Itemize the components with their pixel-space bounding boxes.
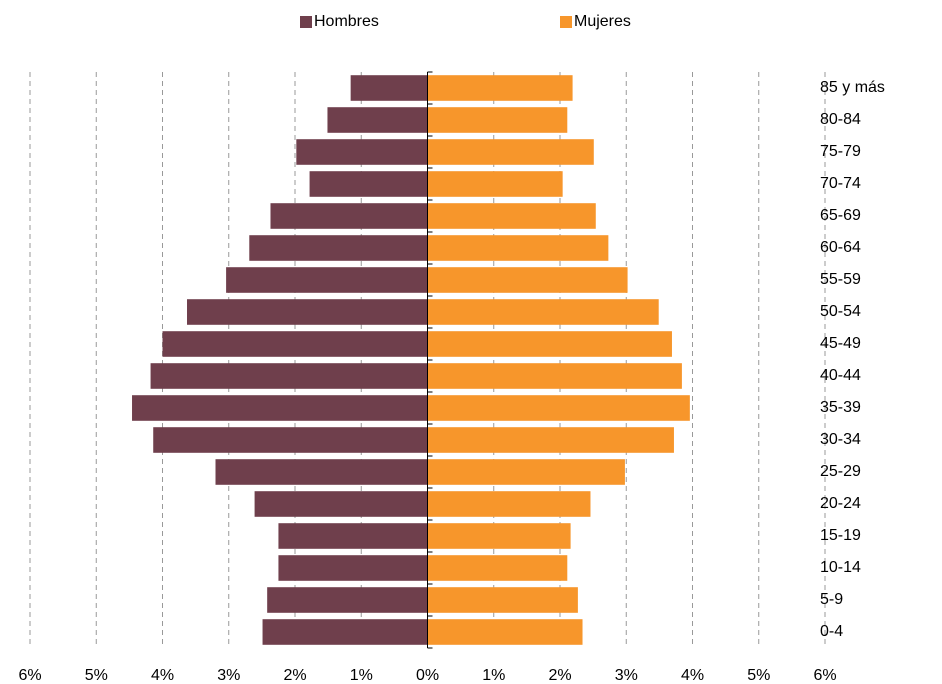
bar <box>427 587 578 613</box>
bar <box>249 235 428 261</box>
category-label: 60-64 <box>820 239 861 256</box>
bar <box>427 555 568 581</box>
bar <box>350 75 428 101</box>
x-tick-label: 4% <box>151 667 174 684</box>
bar <box>427 267 628 293</box>
bar <box>270 203 428 229</box>
bar <box>427 523 571 549</box>
bar <box>153 427 428 453</box>
bar <box>427 171 563 197</box>
x-tick-label: 4% <box>681 667 704 684</box>
bar <box>427 491 591 517</box>
x-tick-label: 3% <box>615 667 638 684</box>
bar <box>150 363 428 389</box>
bar <box>254 491 428 517</box>
x-tick-label: 3% <box>217 667 240 684</box>
bar <box>215 459 428 485</box>
x-tick-label: 6% <box>813 667 836 684</box>
legend-swatch <box>560 16 572 28</box>
bar <box>278 555 428 581</box>
bar <box>187 299 428 325</box>
x-tick-label: 5% <box>747 667 770 684</box>
bar <box>427 363 682 389</box>
x-tick-label: 2% <box>283 667 306 684</box>
bar <box>327 107 428 133</box>
bar <box>267 587 428 613</box>
bar <box>427 619 583 645</box>
category-label: 35-39 <box>820 399 861 416</box>
category-label: 5-9 <box>820 591 843 608</box>
category-label: 75-79 <box>820 143 861 160</box>
category-label: 0-4 <box>820 623 843 640</box>
x-tick-label: 2% <box>548 667 571 684</box>
legend-swatch <box>300 16 312 28</box>
bar <box>162 331 428 357</box>
x-tick-label: 0% <box>416 667 439 684</box>
bar <box>427 75 573 101</box>
bar <box>427 395 690 421</box>
legend-label: Mujeres <box>574 13 631 30</box>
category-label: 20-24 <box>820 495 861 512</box>
bar <box>132 395 428 421</box>
x-tick-label: 1% <box>350 667 373 684</box>
bar <box>278 523 428 549</box>
bar <box>427 203 596 229</box>
x-tick-label: 5% <box>85 667 108 684</box>
category-label: 25-29 <box>820 463 861 480</box>
legend-label: Hombres <box>314 13 379 30</box>
category-label: 70-74 <box>820 175 861 192</box>
bar <box>296 139 428 165</box>
bar <box>262 619 428 645</box>
category-label: 65-69 <box>820 207 861 224</box>
category-label: 10-14 <box>820 559 861 576</box>
category-label: 30-34 <box>820 431 861 448</box>
x-tick-label: 6% <box>18 667 41 684</box>
bar <box>427 459 625 485</box>
category-label: 55-59 <box>820 271 861 288</box>
category-label: 50-54 <box>820 303 861 320</box>
category-label: 45-49 <box>820 335 861 352</box>
bar <box>309 171 428 197</box>
bar <box>427 139 594 165</box>
bar <box>427 107 568 133</box>
x-tick-label: 1% <box>482 667 505 684</box>
category-label: 80-84 <box>820 111 861 128</box>
bar <box>427 299 659 325</box>
category-label: 15-19 <box>820 527 861 544</box>
bar <box>427 427 674 453</box>
category-label: 85 y más <box>820 79 885 96</box>
category-label: 40-44 <box>820 367 861 384</box>
bar <box>427 235 609 261</box>
bar <box>226 267 428 293</box>
bar <box>427 331 672 357</box>
